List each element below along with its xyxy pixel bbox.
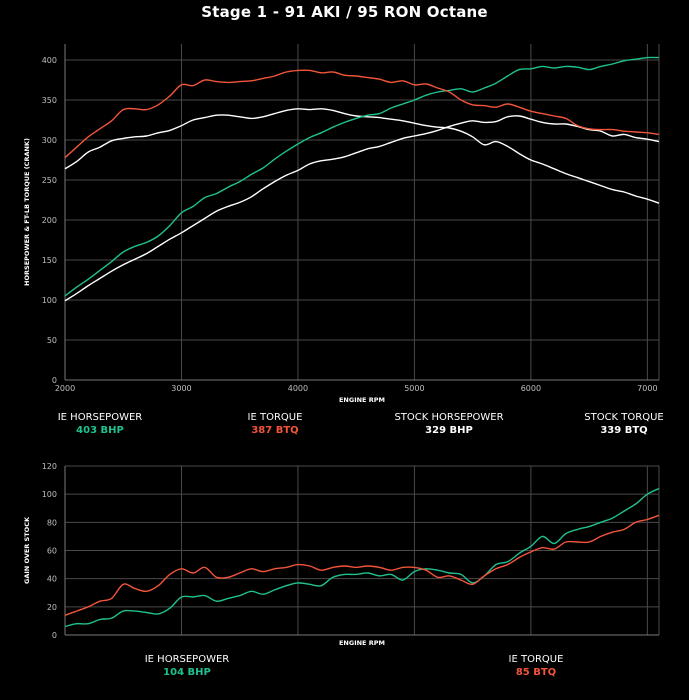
legend-ie-horsepower-top: IE HORSEPOWER 403 BHP	[42, 411, 158, 437]
main-y-tick-label: 200	[42, 216, 57, 225]
gain-y-tick-label: 40	[47, 575, 57, 584]
main-series-stock-torque	[64, 108, 660, 204]
main-x-tick-label: 3000	[171, 384, 191, 393]
main-y-tick-label: 300	[42, 136, 57, 145]
legend-label: STOCK HORSEPOWER	[394, 412, 504, 423]
legend-value: 403 BHP	[76, 425, 124, 436]
legend-value: 85 BTQ	[515, 667, 557, 678]
main-y-tick-label: 250	[42, 176, 57, 185]
legend-ie-horsepower-bottom: IE HORSEPOWER 104 BHP	[127, 653, 247, 679]
legend-ie-torque-top: IE TORQUE 387 BTQ	[220, 411, 330, 437]
gain-y-tick-label: 120	[42, 462, 57, 471]
chart-title: Stage 1 - 91 AKI / 95 RON Octane	[201, 3, 488, 21]
main-series-ie-torque	[64, 69, 660, 159]
main-x-tick-label: 4000	[288, 384, 308, 393]
gain-y-tick-label: 100	[42, 490, 57, 499]
main-y-tick-label: 150	[42, 256, 57, 265]
legend-stock-horsepower-top: STOCK HORSEPOWER 329 BHP	[384, 411, 514, 437]
main-y-tick-label: 400	[42, 56, 57, 65]
legend-value: 387 BTQ	[251, 425, 299, 436]
main-y-axis-label: HORSEPOWER & FT-LB TORQUE (CRANK)	[23, 138, 31, 286]
main-x-axis-label: ENGINE RPM	[339, 396, 385, 404]
main-series-stock-horsepower	[64, 115, 660, 302]
gain-y-tick-label: 80	[47, 518, 57, 527]
gain-y-tick-label: 0	[52, 631, 57, 640]
main-series-ie-horsepower	[64, 56, 660, 297]
gain-y-axis-label: GAIN OVER STOCK	[23, 516, 31, 584]
legend-value: 104 BHP	[163, 667, 211, 678]
legend-label: IE HORSEPOWER	[144, 654, 230, 665]
main-y-tick-label: 0	[52, 376, 57, 385]
legend-label: IE TORQUE	[247, 412, 303, 423]
legend-value: 329 BHP	[425, 425, 473, 436]
main-y-tick-label: 50	[47, 336, 57, 345]
legend-ie-torque-bottom: IE TORQUE 85 BTQ	[486, 653, 586, 679]
gain-x-axis-label: ENGINE RPM	[339, 639, 385, 647]
legend-label: IE HORSEPOWER	[57, 412, 143, 423]
main-y-tick-label: 350	[42, 96, 57, 105]
main-x-tick-label: 2000	[55, 384, 75, 393]
legend-label: IE TORQUE	[508, 654, 564, 665]
legend-label: STOCK TORQUE	[584, 412, 664, 423]
main-x-tick-label: 5000	[404, 384, 424, 393]
gain-y-tick-label: 20	[47, 603, 57, 612]
legend-value: 339 BTQ	[600, 425, 648, 436]
legend-stock-torque-top: STOCK TORQUE 339 BTQ	[566, 411, 682, 437]
gain-series-ie-torque	[64, 514, 660, 616]
main-x-tick-label: 6000	[521, 384, 541, 393]
gain-y-tick-label: 60	[47, 547, 57, 556]
main-x-tick-label: 7000	[637, 384, 657, 393]
main-y-tick-label: 100	[42, 296, 57, 305]
gain-series-ie-horsepower	[64, 487, 660, 628]
